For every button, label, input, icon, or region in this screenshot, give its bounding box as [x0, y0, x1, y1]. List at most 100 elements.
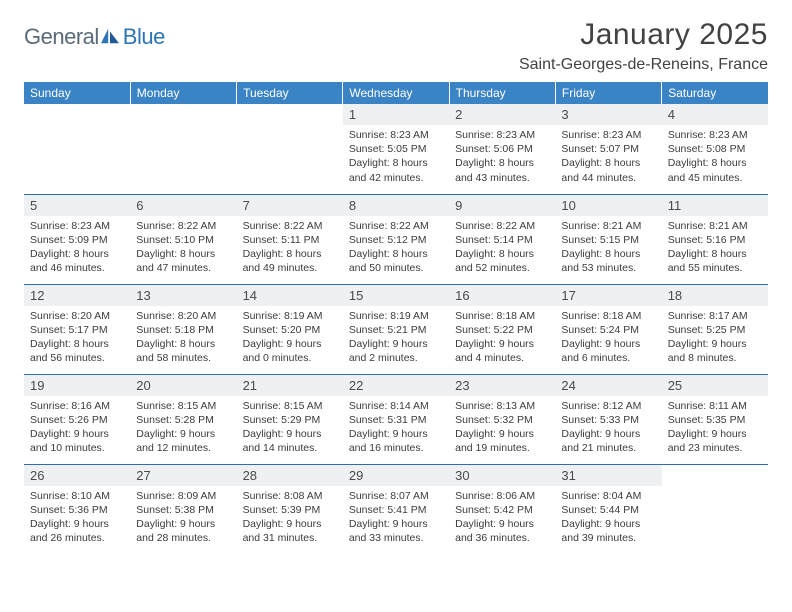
daylight-line1: Daylight: 9 hours	[349, 427, 443, 441]
sunset-line: Sunset: 5:35 PM	[668, 413, 762, 427]
empty-day	[130, 104, 236, 125]
day-details: Sunrise: 8:21 AMSunset: 5:15 PMDaylight:…	[555, 216, 661, 282]
page-header: General Blue January 2025 Saint-Georges-…	[24, 18, 768, 74]
sunrise-line: Sunrise: 8:15 AM	[136, 399, 230, 413]
day-number: 4	[662, 104, 768, 125]
sunset-line: Sunset: 5:09 PM	[30, 233, 124, 247]
calendar-day-cell: 20Sunrise: 8:15 AMSunset: 5:28 PMDayligh…	[130, 374, 236, 464]
sunrise-line: Sunrise: 8:21 AM	[668, 219, 762, 233]
daylight-line2: and 58 minutes.	[136, 351, 230, 365]
sunset-line: Sunset: 5:16 PM	[668, 233, 762, 247]
daylight-line2: and 39 minutes.	[561, 531, 655, 545]
daylight-line2: and 4 minutes.	[455, 351, 549, 365]
dow-header-row: Sunday Monday Tuesday Wednesday Thursday…	[24, 82, 768, 104]
brand-name-part2-wrap: Blue	[123, 24, 165, 50]
sunset-line: Sunset: 5:12 PM	[349, 233, 443, 247]
daylight-line2: and 42 minutes.	[349, 171, 443, 185]
day-details: Sunrise: 8:15 AMSunset: 5:29 PMDaylight:…	[237, 396, 343, 462]
sunrise-line: Sunrise: 8:07 AM	[349, 489, 443, 503]
sunrise-line: Sunrise: 8:22 AM	[349, 219, 443, 233]
calendar-day-cell: 12Sunrise: 8:20 AMSunset: 5:17 PMDayligh…	[24, 284, 130, 374]
daylight-line1: Daylight: 9 hours	[243, 337, 337, 351]
sunset-line: Sunset: 5:31 PM	[349, 413, 443, 427]
daylight-line1: Daylight: 9 hours	[561, 517, 655, 531]
daylight-line2: and 55 minutes.	[668, 261, 762, 275]
sunrise-line: Sunrise: 8:23 AM	[668, 128, 762, 142]
daylight-line2: and 23 minutes.	[668, 441, 762, 455]
sunset-line: Sunset: 5:24 PM	[561, 323, 655, 337]
day-number: 11	[662, 195, 768, 216]
daylight-line2: and 44 minutes.	[561, 171, 655, 185]
sunset-line: Sunset: 5:42 PM	[455, 503, 549, 517]
sunset-line: Sunset: 5:08 PM	[668, 142, 762, 156]
day-details: Sunrise: 8:20 AMSunset: 5:17 PMDaylight:…	[24, 306, 130, 372]
day-number: 18	[662, 285, 768, 306]
day-number: 2	[449, 104, 555, 125]
day-details: Sunrise: 8:07 AMSunset: 5:41 PMDaylight:…	[343, 486, 449, 552]
calendar-day-cell: 8Sunrise: 8:22 AMSunset: 5:12 PMDaylight…	[343, 194, 449, 284]
daylight-line1: Daylight: 8 hours	[136, 247, 230, 261]
daylight-line1: Daylight: 8 hours	[455, 247, 549, 261]
sunset-line: Sunset: 5:41 PM	[349, 503, 443, 517]
daylight-line1: Daylight: 8 hours	[349, 247, 443, 261]
calendar-week-row: 5Sunrise: 8:23 AMSunset: 5:09 PMDaylight…	[24, 194, 768, 284]
calendar-day-cell: 22Sunrise: 8:14 AMSunset: 5:31 PMDayligh…	[343, 374, 449, 464]
daylight-line2: and 12 minutes.	[136, 441, 230, 455]
dow-header: Monday	[130, 82, 236, 104]
sunset-line: Sunset: 5:22 PM	[455, 323, 549, 337]
sunrise-line: Sunrise: 8:23 AM	[561, 128, 655, 142]
daylight-line1: Daylight: 9 hours	[243, 427, 337, 441]
day-number: 28	[237, 465, 343, 486]
daylight-line1: Daylight: 9 hours	[668, 427, 762, 441]
daylight-line2: and 56 minutes.	[30, 351, 124, 365]
day-number: 14	[237, 285, 343, 306]
daylight-line1: Daylight: 9 hours	[455, 517, 549, 531]
sunrise-line: Sunrise: 8:16 AM	[30, 399, 124, 413]
day-details: Sunrise: 8:22 AMSunset: 5:10 PMDaylight:…	[130, 216, 236, 282]
calendar-week-row: 19Sunrise: 8:16 AMSunset: 5:26 PMDayligh…	[24, 374, 768, 464]
brand-logo: General Blue	[24, 24, 165, 50]
sunset-line: Sunset: 5:36 PM	[30, 503, 124, 517]
day-number: 15	[343, 285, 449, 306]
calendar-day-cell: 14Sunrise: 8:19 AMSunset: 5:20 PMDayligh…	[237, 284, 343, 374]
sunrise-line: Sunrise: 8:10 AM	[30, 489, 124, 503]
day-number: 6	[130, 195, 236, 216]
day-details: Sunrise: 8:11 AMSunset: 5:35 PMDaylight:…	[662, 396, 768, 462]
daylight-line1: Daylight: 8 hours	[30, 247, 124, 261]
sunset-line: Sunset: 5:11 PM	[243, 233, 337, 247]
calendar-day-cell: 31Sunrise: 8:04 AMSunset: 5:44 PMDayligh…	[555, 464, 661, 554]
sunset-line: Sunset: 5:25 PM	[668, 323, 762, 337]
daylight-line1: Daylight: 8 hours	[243, 247, 337, 261]
calendar-day-cell	[237, 104, 343, 194]
day-number: 1	[343, 104, 449, 125]
calendar-day-cell: 18Sunrise: 8:17 AMSunset: 5:25 PMDayligh…	[662, 284, 768, 374]
day-details: Sunrise: 8:15 AMSunset: 5:28 PMDaylight:…	[130, 396, 236, 462]
daylight-line1: Daylight: 9 hours	[349, 337, 443, 351]
daylight-line1: Daylight: 9 hours	[668, 337, 762, 351]
calendar-day-cell: 15Sunrise: 8:19 AMSunset: 5:21 PMDayligh…	[343, 284, 449, 374]
title-block: January 2025 Saint-Georges-de-Reneins, F…	[519, 18, 768, 74]
sunset-line: Sunset: 5:06 PM	[455, 142, 549, 156]
daylight-line1: Daylight: 9 hours	[136, 427, 230, 441]
daylight-line2: and 31 minutes.	[243, 531, 337, 545]
daylight-line1: Daylight: 9 hours	[243, 517, 337, 531]
calendar-day-cell: 13Sunrise: 8:20 AMSunset: 5:18 PMDayligh…	[130, 284, 236, 374]
calendar-day-cell: 30Sunrise: 8:06 AMSunset: 5:42 PMDayligh…	[449, 464, 555, 554]
brand-name-part2: Blue	[123, 24, 165, 49]
daylight-line1: Daylight: 8 hours	[668, 156, 762, 170]
daylight-line1: Daylight: 8 hours	[668, 247, 762, 261]
sunrise-line: Sunrise: 8:06 AM	[455, 489, 549, 503]
day-details: Sunrise: 8:23 AMSunset: 5:05 PMDaylight:…	[343, 125, 449, 191]
calendar-day-cell: 23Sunrise: 8:13 AMSunset: 5:32 PMDayligh…	[449, 374, 555, 464]
daylight-line2: and 21 minutes.	[561, 441, 655, 455]
day-details: Sunrise: 8:06 AMSunset: 5:42 PMDaylight:…	[449, 486, 555, 552]
sunset-line: Sunset: 5:15 PM	[561, 233, 655, 247]
day-details: Sunrise: 8:13 AMSunset: 5:32 PMDaylight:…	[449, 396, 555, 462]
calendar-day-cell: 7Sunrise: 8:22 AMSunset: 5:11 PMDaylight…	[237, 194, 343, 284]
daylight-line1: Daylight: 9 hours	[561, 427, 655, 441]
daylight-line1: Daylight: 9 hours	[30, 517, 124, 531]
day-details: Sunrise: 8:23 AMSunset: 5:07 PMDaylight:…	[555, 125, 661, 191]
calendar-day-cell: 6Sunrise: 8:22 AMSunset: 5:10 PMDaylight…	[130, 194, 236, 284]
sunrise-line: Sunrise: 8:23 AM	[349, 128, 443, 142]
daylight-line2: and 8 minutes.	[668, 351, 762, 365]
